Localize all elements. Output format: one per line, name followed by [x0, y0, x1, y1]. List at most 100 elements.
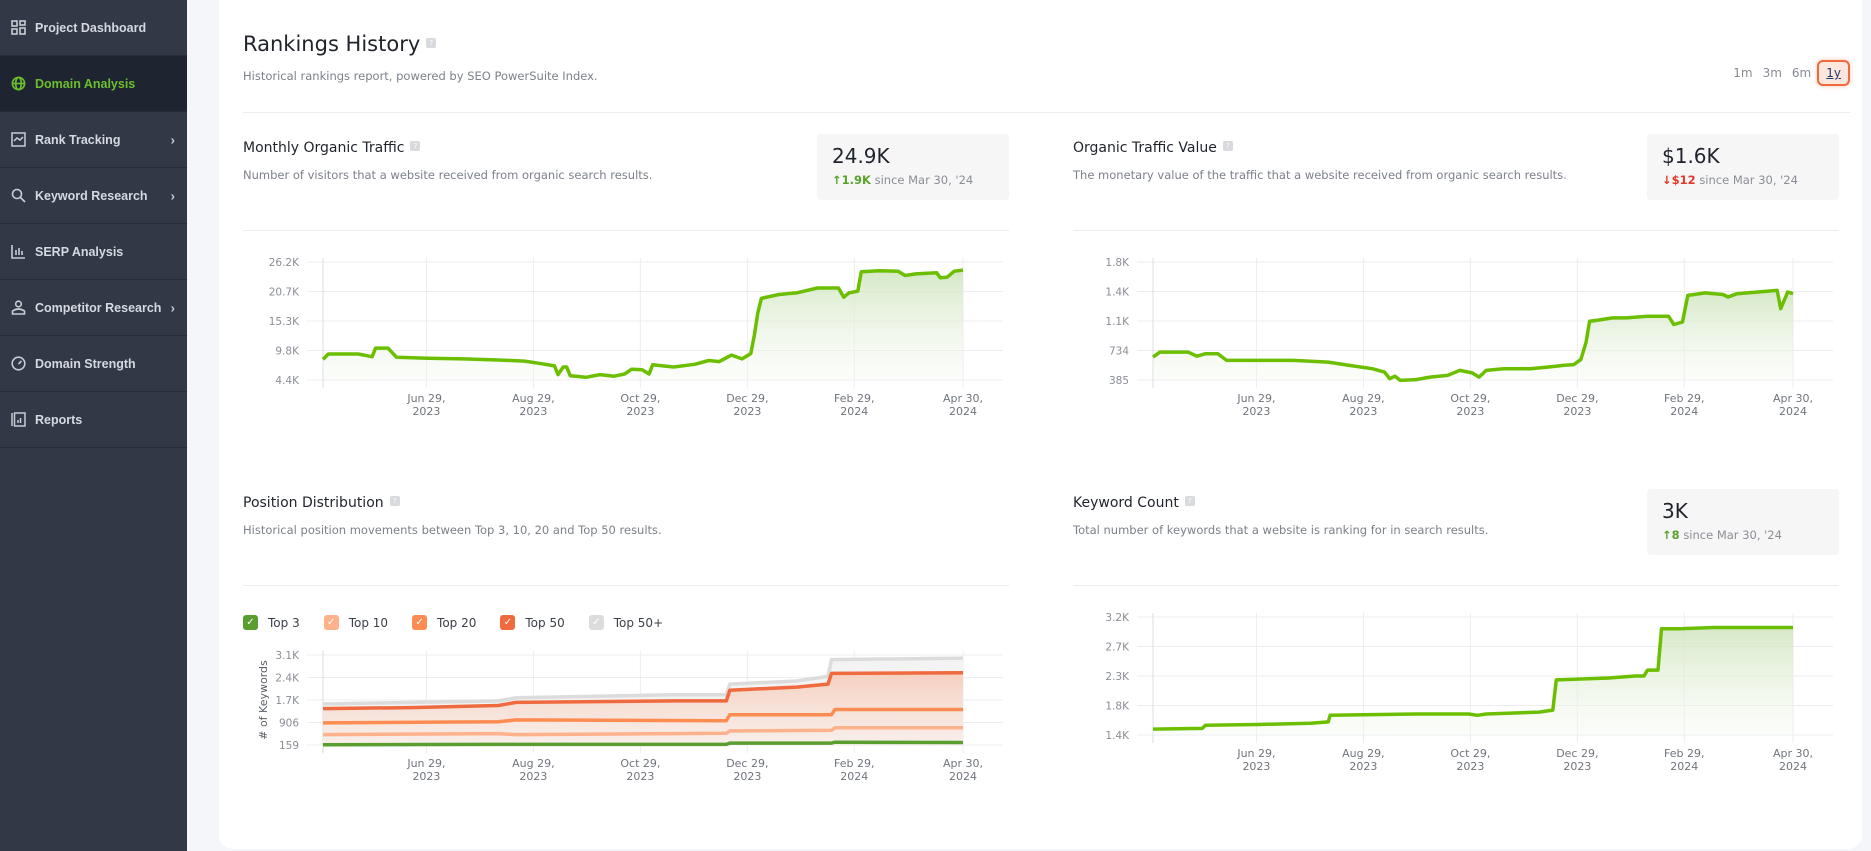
user-icon	[10, 300, 26, 316]
help-icon[interactable]: ?	[410, 141, 421, 151]
series-line-top-50	[322, 670, 964, 711]
y-tick-label: 20.7K	[269, 287, 300, 299]
y-tick-label: 1.8K	[1105, 257, 1130, 269]
kpi-value: 3K	[1662, 499, 1688, 523]
rankings-history-card: Rankings History? Historical rankings re…	[219, 0, 1862, 849]
arrow-down-icon: ↓	[1662, 173, 1672, 187]
y-tick-label: 159	[279, 740, 299, 752]
legend-item-top-3[interactable]: ✓ Top 3	[243, 615, 300, 630]
panel-title: Monthly Organic Traffic?	[243, 140, 421, 156]
checkbox-checked-icon[interactable]: ✓	[412, 615, 428, 630]
sidebar-item-keyword-research[interactable]: Keyword Research ›	[0, 168, 187, 224]
y-tick-label: 2.3K	[1105, 671, 1130, 683]
keyword-count-panel: Keyword Count? Total number of keywords …	[1073, 489, 1839, 825]
y-tick-label: 1.7K	[275, 695, 300, 707]
kpi-change: ↓$12 since Mar 30, '24	[1662, 173, 1824, 187]
dashboard-icon	[10, 20, 26, 36]
y-tick-label: 734	[1109, 346, 1129, 358]
x-tick-label: Oct 29, 2023	[1450, 747, 1490, 773]
y-tick-label: 3.1K	[275, 650, 300, 662]
legend-label: Top 20	[437, 615, 477, 630]
legend-label: Top 50+	[613, 615, 664, 630]
panel-description: Total number of keywords that a website …	[1073, 523, 1489, 537]
y-tick-label: 1.4K	[1105, 730, 1130, 742]
x-tick-label: Jun 29, 2023	[1236, 392, 1275, 418]
x-tick-label: Feb 29, 2024	[1664, 392, 1704, 418]
series-line-top-3	[322, 740, 964, 747]
legend-item-top-10[interactable]: ✓ Top 10	[323, 615, 388, 630]
checkbox-checked-icon[interactable]: ✓	[588, 615, 604, 630]
series-area-top-50	[323, 672, 963, 745]
x-tick-label: Jun 29, 2023	[406, 757, 445, 783]
series-area	[1153, 290, 1793, 381]
y-tick-label: 1.8K	[1105, 701, 1130, 713]
panel-title: Position Distribution?	[243, 495, 400, 511]
series-area	[323, 270, 963, 380]
kpi-value: $1.6K	[1662, 144, 1720, 168]
panel-title-text: Keyword Count	[1073, 495, 1179, 511]
sidebar-item-domain-analysis[interactable]: Domain Analysis	[0, 56, 187, 112]
help-icon[interactable]: ?	[426, 38, 437, 48]
y-tick-label: 15.3K	[269, 316, 300, 328]
x-tick-label: Oct 29, 2023	[620, 392, 660, 418]
kpi-since: since Mar 30, '24	[874, 173, 974, 187]
divider	[243, 112, 1850, 113]
legend-label: Top 3	[268, 615, 300, 630]
sidebar-item-competitor-research[interactable]: Competitor Research ›	[0, 280, 187, 336]
chevron-right-icon: ›	[170, 300, 175, 315]
legend-item-top-20[interactable]: ✓ Top 20	[412, 615, 476, 630]
x-tick-label: Aug 29, 2023	[512, 757, 554, 783]
sidebar-item-label: Domain Analysis	[35, 76, 136, 91]
period-3m[interactable]: 3m	[1762, 66, 1782, 80]
sidebar-item-project-dashboard[interactable]: Project Dashboard	[0, 0, 187, 56]
x-tick-label: Dec 29, 2023	[726, 392, 768, 418]
page-title: Rankings History?	[243, 32, 437, 56]
y-tick-label: 3.2K	[1105, 612, 1130, 624]
arrow-up-icon: ↑	[1662, 528, 1672, 542]
panel-title-text: Organic Traffic Value	[1073, 140, 1217, 156]
organic-traffic-value-panel: Organic Traffic Value? The monetary valu…	[1073, 134, 1839, 460]
sidebar-item-serp-analysis[interactable]: SERP Analysis	[0, 224, 187, 280]
period-6m[interactable]: 6m	[1791, 66, 1812, 80]
y-tick-label: 385	[1109, 375, 1129, 387]
panel-title-text: Monthly Organic Traffic	[243, 140, 405, 156]
chart-line-icon	[10, 132, 26, 148]
help-icon[interactable]: ?	[1222, 141, 1233, 151]
kpi-since: since Mar 30, '24	[1699, 173, 1798, 187]
sidebar-item-domain-strength[interactable]: Domain Strength	[0, 336, 187, 392]
x-tick-label: Feb 29, 2024	[834, 757, 874, 783]
y-tick-label: 2.4K	[275, 673, 300, 685]
chevron-right-icon: ›	[170, 132, 175, 147]
series-line-top-10	[322, 726, 963, 737]
y-tick-label: 4.4K	[275, 375, 300, 387]
help-icon[interactable]: ?	[1184, 496, 1195, 506]
kpi-box: 3K ↑8 since Mar 30, '24	[1647, 489, 1839, 555]
checkbox-checked-icon[interactable]: ✓	[243, 615, 258, 630]
checkbox-checked-icon[interactable]: ✓	[323, 615, 339, 630]
sidebar-item-label: Competitor Research	[35, 300, 162, 315]
position-distribution-panel: Position Distribution? Historical positi…	[243, 495, 1009, 825]
help-icon[interactable]: ?	[389, 496, 400, 506]
sidebar-item-rank-tracking[interactable]: Rank Tracking ›	[0, 112, 187, 168]
chart-legend: ✓ Top 3 ✓ Top 10 ✓ Top 20 ✓ Top 50 ✓ Top 50+	[243, 615, 687, 630]
sidebar-item-reports[interactable]: Reports	[0, 392, 187, 448]
checkbox-checked-icon[interactable]: ✓	[500, 615, 516, 630]
x-tick-label: Jun 29, 2023	[406, 392, 445, 418]
y-tick-label: 1.1K	[1105, 316, 1130, 328]
y-tick-label: 2.7K	[1105, 642, 1130, 654]
panel-description: Historical position movements between To…	[243, 523, 662, 537]
x-tick-label: Aug 29, 2023	[512, 392, 554, 418]
x-tick-label: Jun 29, 2023	[1236, 747, 1275, 773]
chevron-right-icon: ›	[170, 188, 175, 203]
y-tick-label: 26.2K	[269, 257, 300, 269]
series-line-top-50-	[322, 656, 964, 706]
period-1y[interactable]: 1y	[1817, 60, 1850, 86]
legend-item-top-50[interactable]: ✓ Top 50	[500, 615, 565, 630]
search-icon	[10, 188, 26, 204]
legend-label: Top 50	[525, 615, 565, 630]
x-tick-label: Oct 29, 2023	[620, 757, 660, 783]
sidebar-item-label: Keyword Research	[35, 188, 148, 203]
x-tick-label: Feb 29, 2024	[834, 392, 874, 418]
legend-item-top-50-[interactable]: ✓ Top 50+	[588, 615, 664, 630]
period-1m[interactable]: 1m	[1733, 66, 1753, 80]
